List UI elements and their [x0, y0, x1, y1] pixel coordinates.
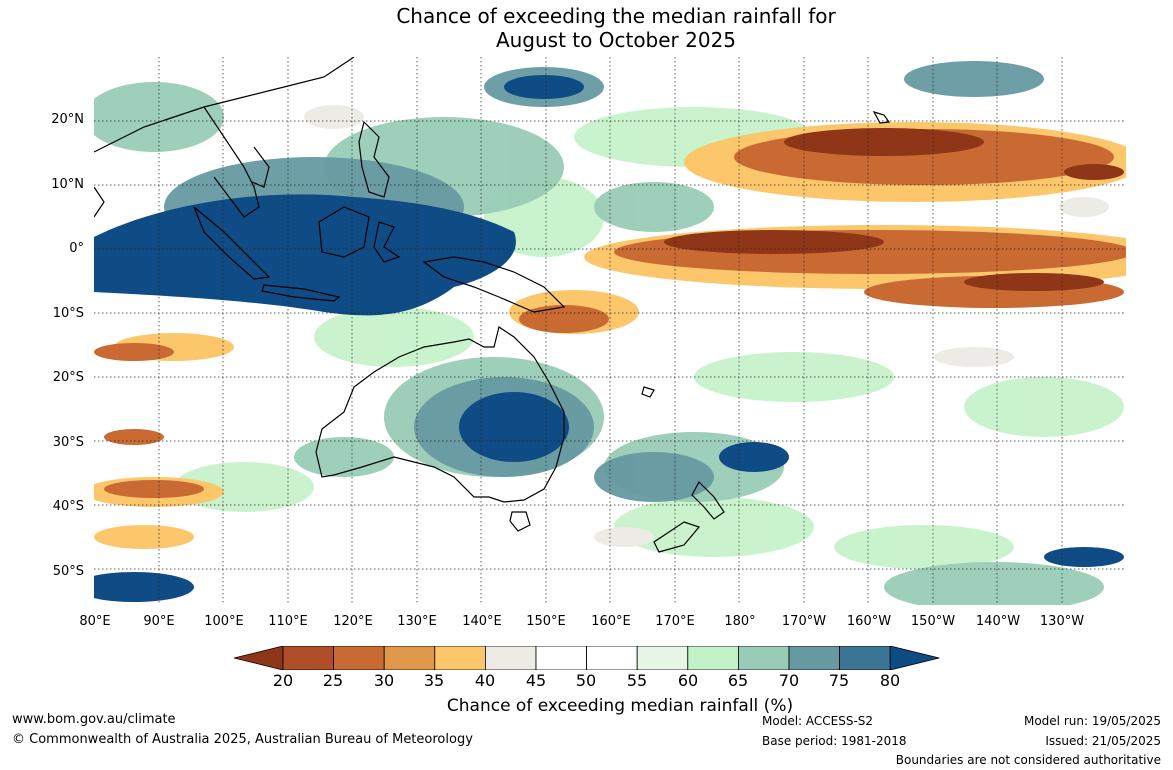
model-text: Model: ACCESS-S2: [762, 714, 874, 728]
rainfall-map: [94, 57, 1126, 605]
lon-label-90e: 90°E: [143, 614, 175, 629]
lat-label-40s: 40°S: [52, 499, 84, 514]
lat-label-50s: 50°S: [52, 564, 84, 579]
title-line-1: Chance of exceeding the median rainfall …: [396, 4, 836, 28]
colorbar-tick-75: 75: [828, 671, 850, 690]
base-period-text: Base period: 1981-2018: [762, 734, 907, 748]
lon-label-170w: 170°W: [781, 614, 827, 629]
colorbar-segment: [636, 646, 689, 670]
lat-label-0: 0°: [69, 241, 84, 256]
colorbar-label: Chance of exceeding median rainfall (%): [446, 696, 794, 716]
colorbar-tick-20: 20: [272, 671, 294, 690]
copyright-text: © Commonwealth of Australia 2025, Austra…: [12, 732, 473, 747]
colorbar-segment: [434, 646, 486, 670]
colorbar-segment: [737, 646, 790, 670]
lon-label-100e: 100°E: [204, 614, 244, 629]
title-line-2: August to October 2025: [495, 28, 737, 52]
lat-label-10s: 10°S: [52, 306, 84, 321]
lat-label-20n: 20°N: [51, 112, 84, 127]
lon-label-140w: 140°W: [975, 614, 1021, 629]
colorbar-tick-50: 50: [575, 671, 597, 690]
colorbar-segment: [484, 646, 537, 670]
lon-label-160e: 160°E: [591, 614, 631, 629]
colorbar-tick-25: 25: [322, 671, 344, 690]
colorbar-tick-65: 65: [727, 671, 749, 690]
lat-label-10n: 10°N: [51, 177, 84, 192]
lon-label-150w: 150°W: [910, 614, 956, 629]
lon-label-150e: 150°E: [526, 614, 566, 629]
website-link[interactable]: www.bom.gov.au/climate: [12, 712, 176, 727]
colorbar-segment: [586, 646, 638, 670]
model-run-text: Model run: 19/05/2025: [1023, 714, 1161, 728]
colorbar-tick-55: 55: [626, 671, 648, 690]
lat-label-30s: 30°S: [52, 435, 84, 450]
issued-text: Issued: 21/05/2025: [1045, 734, 1161, 748]
colorbar-tick-80: 80: [879, 671, 901, 690]
lon-label-180: 180°: [724, 614, 756, 629]
colorbar-tick-40: 40: [474, 671, 496, 690]
lon-label-80e: 80°E: [79, 614, 111, 629]
colorbar-segment: [383, 646, 436, 670]
lon-label-170e: 170°E: [655, 614, 695, 629]
lon-label-130e: 130°E: [397, 614, 437, 629]
colorbar-tick-35: 35: [423, 671, 445, 690]
colorbar-tick-30: 30: [373, 671, 395, 690]
colorbar-segment: [839, 646, 891, 670]
colorbar-segment: [333, 646, 385, 670]
colorbar: [234, 646, 940, 670]
colorbar-segment: [788, 646, 840, 670]
colorbar-segment: [687, 646, 739, 670]
colorbar-extend-high: [889, 646, 940, 670]
lon-label-130w: 130°W: [1039, 614, 1085, 629]
colorbar-tick-45: 45: [525, 671, 547, 690]
lon-label-120e: 120°E: [333, 614, 373, 629]
map-title: Chance of exceeding the median rainfall …: [0, 4, 1173, 52]
colorbar-tick-70: 70: [778, 671, 800, 690]
disclaimer-text: Boundaries are not considered authoritat…: [895, 753, 1161, 767]
colorbar-tick-60: 60: [677, 671, 699, 690]
colorbar-segment: [535, 646, 587, 670]
lon-label-110e: 110°E: [268, 614, 308, 629]
lon-label-160w: 160°W: [846, 614, 892, 629]
colorbar-segment: [282, 646, 334, 670]
lat-label-20s: 20°S: [52, 370, 84, 385]
colorbar-extend-low: [234, 646, 284, 670]
lon-label-140e: 140°E: [462, 614, 502, 629]
